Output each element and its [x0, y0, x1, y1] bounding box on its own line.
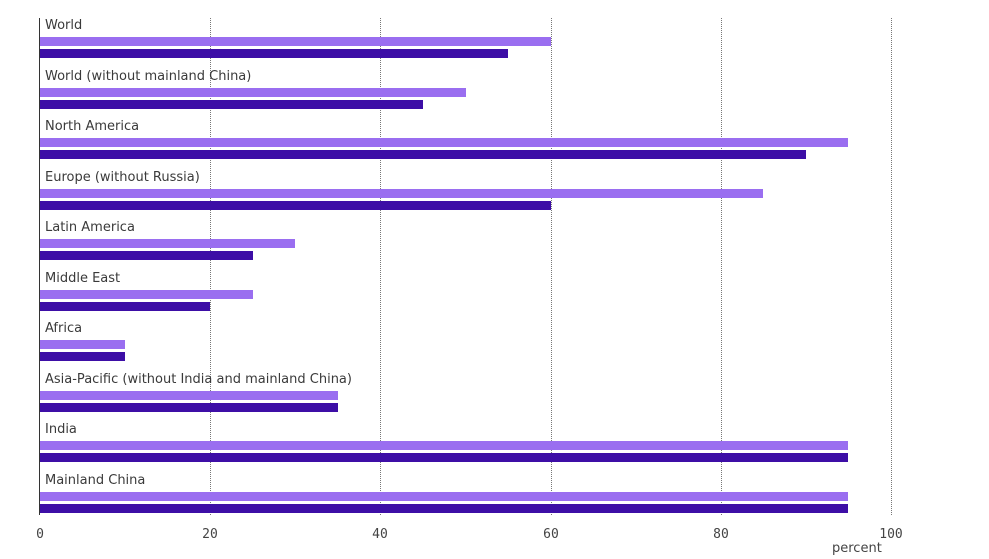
gridline-20	[210, 18, 212, 515]
x-tick-40: 40	[372, 527, 388, 542]
bar-series-2	[40, 503, 849, 513]
bar-series-1	[40, 340, 126, 349]
bar-series-2	[40, 402, 338, 412]
bar-series-1	[40, 138, 849, 147]
gridline-80	[720, 18, 722, 515]
x-tick-20: 20	[202, 527, 218, 542]
bar-series-1	[40, 37, 551, 46]
bar-series-1	[40, 491, 849, 501]
category-label: Middle East	[45, 270, 121, 286]
gridline-40	[380, 18, 382, 515]
x-tick-100: 100	[879, 527, 903, 542]
gridline-60	[550, 18, 552, 515]
bar-series-2	[40, 251, 253, 260]
category-label: India	[45, 422, 77, 437]
bar-series-2	[40, 453, 849, 462]
category-label: Asia-Pacific (without India and mainland…	[45, 371, 352, 387]
category-label: Europe (without Russia)	[45, 169, 200, 185]
x-tick-60: 60	[543, 527, 559, 542]
category-label: Africa	[45, 321, 83, 336]
gridline-100	[891, 18, 892, 515]
bar-series-1	[40, 188, 764, 198]
category-label: World (without mainland China)	[45, 68, 252, 84]
x-tick-80: 80	[713, 527, 729, 542]
bar-series-2	[40, 200, 551, 210]
y-axis-line	[39, 18, 40, 515]
x-tick-0: 0	[36, 527, 44, 542]
bar-series-1	[40, 441, 849, 450]
category-label: North America	[45, 119, 140, 134]
bar-series-2	[40, 99, 423, 109]
bar-series-2	[40, 150, 806, 159]
x-axis-label: percent	[832, 541, 882, 556]
category-label: Mainland China	[45, 472, 146, 488]
bar-series-1	[40, 390, 338, 400]
category-label: Latin America	[45, 220, 135, 235]
bar-series-1	[40, 87, 466, 97]
bar-series-2	[40, 301, 211, 311]
bar-series-2	[40, 352, 126, 361]
bar-series-1	[40, 239, 296, 248]
bar-series-2	[40, 49, 509, 58]
bar-series-1	[40, 289, 253, 299]
category-label: World	[45, 18, 83, 33]
